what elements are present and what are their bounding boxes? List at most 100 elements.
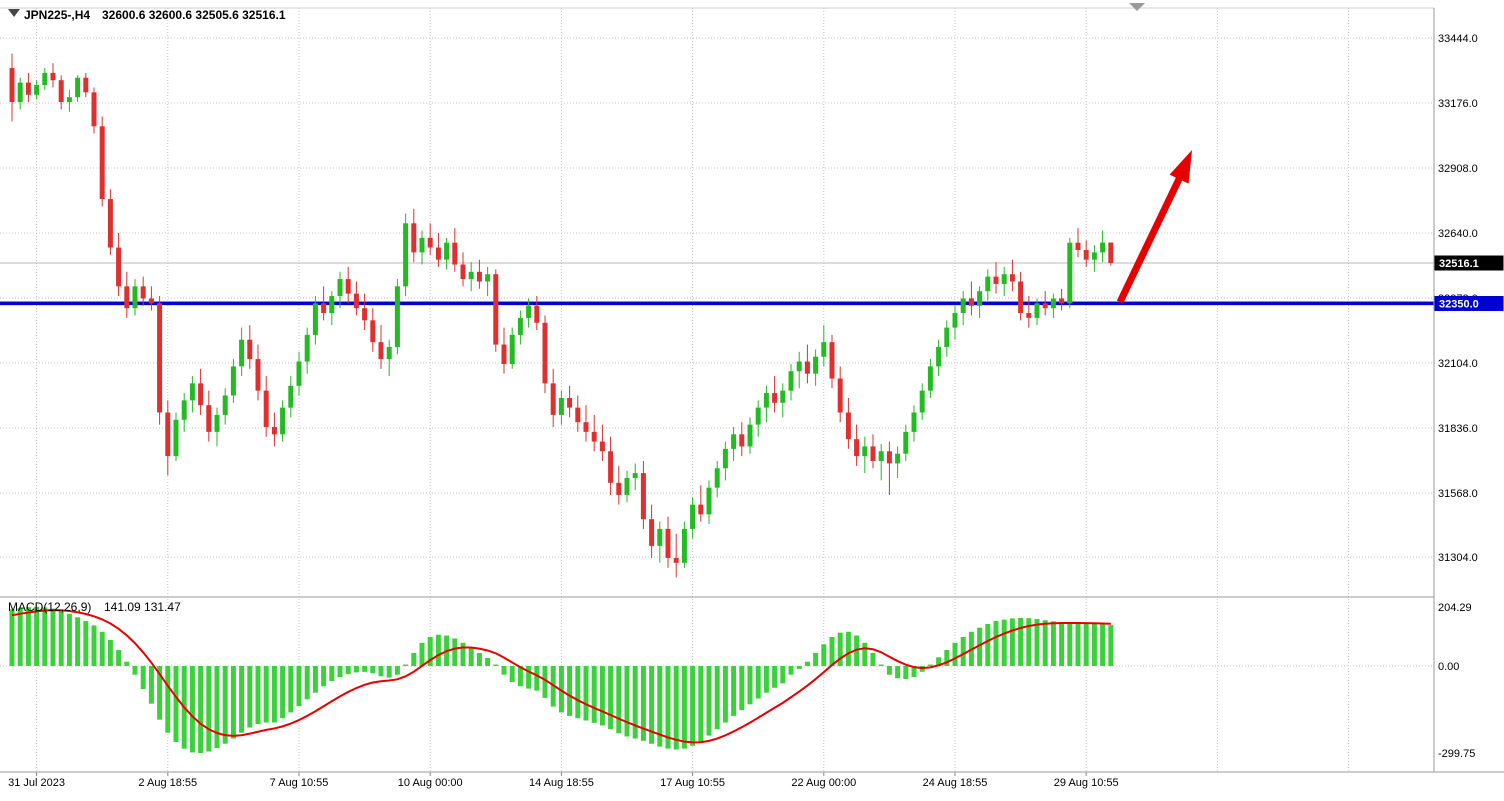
candle-body (665, 528, 671, 558)
macd-histogram-bar (534, 666, 540, 691)
current-price-badge: 32516.1 (1434, 255, 1504, 271)
macd-histogram-bar (657, 666, 663, 747)
candle-body (345, 279, 351, 294)
macd-histogram-bar (353, 666, 359, 673)
macd-histogram-bar (198, 666, 204, 753)
macd-histogram-bar (50, 608, 56, 666)
macd-histogram-bar (558, 666, 564, 713)
macd-histogram-bar (993, 621, 999, 666)
candle-body (690, 504, 696, 529)
macd-histogram-bar (608, 666, 614, 730)
chart-shift-marker-icon[interactable] (1129, 3, 1145, 11)
time-axis-label: 10 Aug 00:00 (398, 777, 463, 789)
candle-body (509, 334, 515, 364)
candle-body (17, 82, 23, 103)
candle-body (968, 298, 974, 306)
macd-histogram-bar (42, 607, 48, 666)
candle-body (977, 291, 983, 306)
candle-body (329, 296, 335, 314)
candle-body (230, 366, 236, 396)
main-plot-area[interactable] (0, 8, 1434, 592)
macd-plot-area[interactable] (0, 597, 1434, 772)
up-arrow-annotation[interactable] (1116, 175, 1184, 304)
candle-body (944, 327, 950, 347)
candle-body (1083, 249, 1089, 260)
price-axis-label: 32104.0 (1438, 358, 1478, 370)
candle-body (452, 242, 458, 265)
macd-histogram-bar (493, 664, 499, 666)
macd-histogram-bar (362, 666, 368, 672)
macd-histogram-bar (1018, 617, 1024, 666)
candle-body (985, 276, 991, 292)
current-price-badge-text: 32516.1 (1439, 258, 1479, 270)
candle-body (476, 271, 482, 282)
macd-histogram-bar (411, 652, 417, 666)
candle-body (1042, 303, 1048, 309)
candle-body (198, 383, 204, 406)
time-axis-label: 24 Aug 18:55 (923, 777, 988, 789)
macd-histogram-bar (886, 666, 892, 675)
candle-body (747, 424, 753, 447)
macd-histogram-bar (632, 666, 638, 739)
candle-body (567, 397, 573, 408)
annotations-layer (1116, 150, 1192, 304)
macd-histogram-bar (140, 666, 146, 690)
macd-histogram-bar (845, 631, 851, 666)
candle-body (444, 242, 450, 260)
macd-histogram-bar (517, 666, 523, 687)
macd-histogram-bar (706, 666, 712, 736)
up-arrow-head[interactable] (1169, 150, 1192, 184)
macd-histogram-bar (911, 666, 917, 678)
candle-body (255, 359, 261, 391)
macd-histogram-bar (567, 666, 573, 716)
horizontal-line-object[interactable] (0, 301, 1434, 306)
time-axis[interactable] (0, 772, 1434, 796)
macd-histogram-bar (542, 666, 548, 698)
candle-body (895, 453, 901, 464)
macd-histogram-bar (296, 666, 302, 707)
candle-body (854, 439, 860, 457)
candle-body (99, 126, 105, 200)
candle-body (239, 339, 245, 367)
candle-body (148, 298, 154, 304)
candle-body (649, 519, 655, 546)
macd-label: MACD(12,26,9) (8, 600, 91, 614)
macd-histogram-bar (288, 666, 294, 713)
candle-body (157, 303, 163, 413)
macd-histogram-bar (1050, 621, 1056, 666)
macd-histogram-bar (616, 666, 622, 734)
candle-body (681, 528, 687, 563)
macd-histogram-bar (1034, 619, 1040, 666)
macd-histogram-bar (9, 609, 15, 666)
candle-body (50, 72, 56, 81)
macd-histogram-bar (148, 666, 154, 704)
macd-histogram-bar (977, 627, 983, 666)
candle-body (75, 77, 81, 98)
macd-histogram-bar (91, 625, 97, 666)
candle-body (288, 385, 294, 408)
candle-body (763, 393, 769, 408)
macd-histogram-bar (1067, 622, 1073, 666)
price-axis[interactable] (1434, 8, 1504, 772)
candle-body (517, 317, 523, 335)
candle-body (312, 303, 318, 335)
hline-price-badge: 32350.0 (1434, 296, 1504, 311)
macd-histogram-bar (485, 657, 491, 666)
candle-body (468, 271, 474, 280)
macd-histogram-bar (829, 637, 835, 666)
macd-histogram-bar (312, 666, 318, 693)
candle-body (575, 407, 581, 423)
candle-body (870, 446, 876, 461)
candle-body (427, 237, 433, 248)
macd-histogram-bar (583, 666, 589, 721)
macd-histogram-bar (452, 638, 458, 666)
candle-body (780, 390, 786, 403)
candle-body (386, 346, 392, 360)
symbol-dropdown-icon[interactable] (8, 9, 20, 17)
candle-body (42, 72, 48, 86)
candle-body (829, 342, 835, 379)
candle-body (165, 412, 171, 457)
candle-body (378, 342, 384, 360)
macd-histogram-bar (386, 666, 392, 678)
